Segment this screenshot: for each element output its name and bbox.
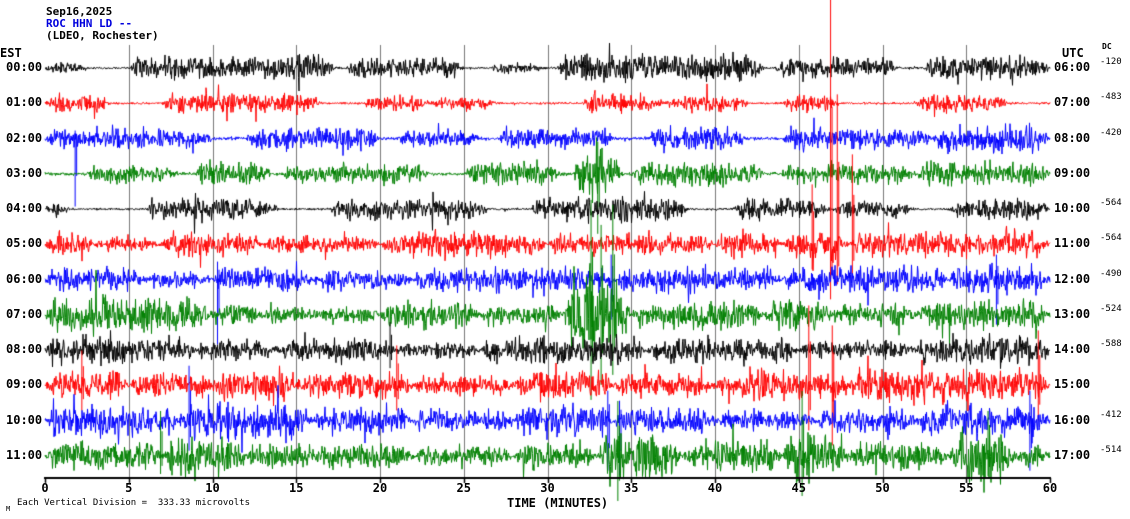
utc-time-label: 13:00 (1054, 306, 1091, 321)
est-time-label: 05:00 (6, 236, 43, 251)
est-time-label: 11:00 (6, 447, 43, 462)
utc-time-label: 08:00 (1054, 130, 1091, 145)
x-tick-label: 40 (707, 481, 723, 495)
utc-time-label: 17:00 (1054, 447, 1091, 462)
station-location-label: (LDEO, Rochester) (46, 29, 159, 42)
x-tick-label: 45 (791, 481, 806, 495)
x-tick-label: 35 (624, 481, 639, 495)
x-tick-label: 5 (125, 481, 133, 495)
dc-offset-value: -483 (1100, 92, 1122, 103)
x-tick-label: 20 (372, 481, 388, 495)
x-tick-label: 0 (41, 481, 49, 495)
x-tick-label: 30 (540, 481, 555, 495)
dc-offset-value: -490 (1100, 268, 1122, 279)
utc-time-label: 14:00 (1054, 342, 1091, 357)
est-time-label: 01:00 (6, 95, 43, 110)
date-label: Sep16,2025 (46, 5, 113, 18)
dc-offset-value: -514 (1100, 444, 1122, 455)
dc-offset-value: -412 (1100, 409, 1122, 420)
est-time-label: 07:00 (6, 306, 43, 321)
utc-time-label: 12:00 (1054, 271, 1091, 286)
dc-offset-value: -588 (1100, 339, 1122, 350)
est-time-label: 10:00 (6, 412, 43, 427)
utc-time-label: 16:00 (1054, 412, 1091, 427)
x-tick-label: 55 (959, 481, 974, 495)
est-time-label: 08:00 (6, 342, 43, 357)
x-tick-label: 60 (1042, 481, 1058, 495)
x-tick-label: 10 (205, 481, 220, 495)
est-time-label: 00:00 (6, 60, 43, 74)
utc-time-label: 07:00 (1054, 95, 1091, 110)
dc-offset-value: -524 (1100, 303, 1122, 314)
utc-time-label: 11:00 (1054, 236, 1091, 251)
utc-axis-label: UTC (1062, 46, 1084, 60)
station-code-label: ROC HHN LD -- (46, 17, 133, 30)
utc-time-label: 09:00 (1054, 165, 1091, 180)
x-tick-label: 15 (289, 481, 304, 495)
logo-mark: M (6, 505, 11, 513)
x-tick-label: 50 (875, 481, 890, 495)
x-axis-title: TIME (MINUTES) (507, 496, 609, 510)
x-tick-label: 25 (456, 481, 471, 495)
dc-offset-value: -564 (1100, 233, 1122, 244)
utc-time-label: 10:00 (1054, 201, 1091, 216)
dc-axis-label: DC (1102, 42, 1112, 51)
dc-offset-value: -564 (1100, 198, 1122, 209)
est-axis-label: EST (0, 46, 22, 60)
utc-time-label: 06:00 (1054, 60, 1091, 74)
utc-time-label: 15:00 (1054, 377, 1091, 392)
dc-offset-value: -120 (1100, 57, 1122, 67)
est-time-label: 09:00 (6, 377, 43, 392)
est-time-label: 02:00 (6, 130, 43, 145)
est-time-label: 04:00 (6, 201, 43, 216)
dc-offset-value: -420 (1100, 127, 1122, 138)
est-time-label: 03:00 (6, 165, 43, 180)
scale-note: Each Vertical Division = 333.33 microvol… (17, 498, 250, 508)
est-time-label: 06:00 (6, 271, 43, 286)
